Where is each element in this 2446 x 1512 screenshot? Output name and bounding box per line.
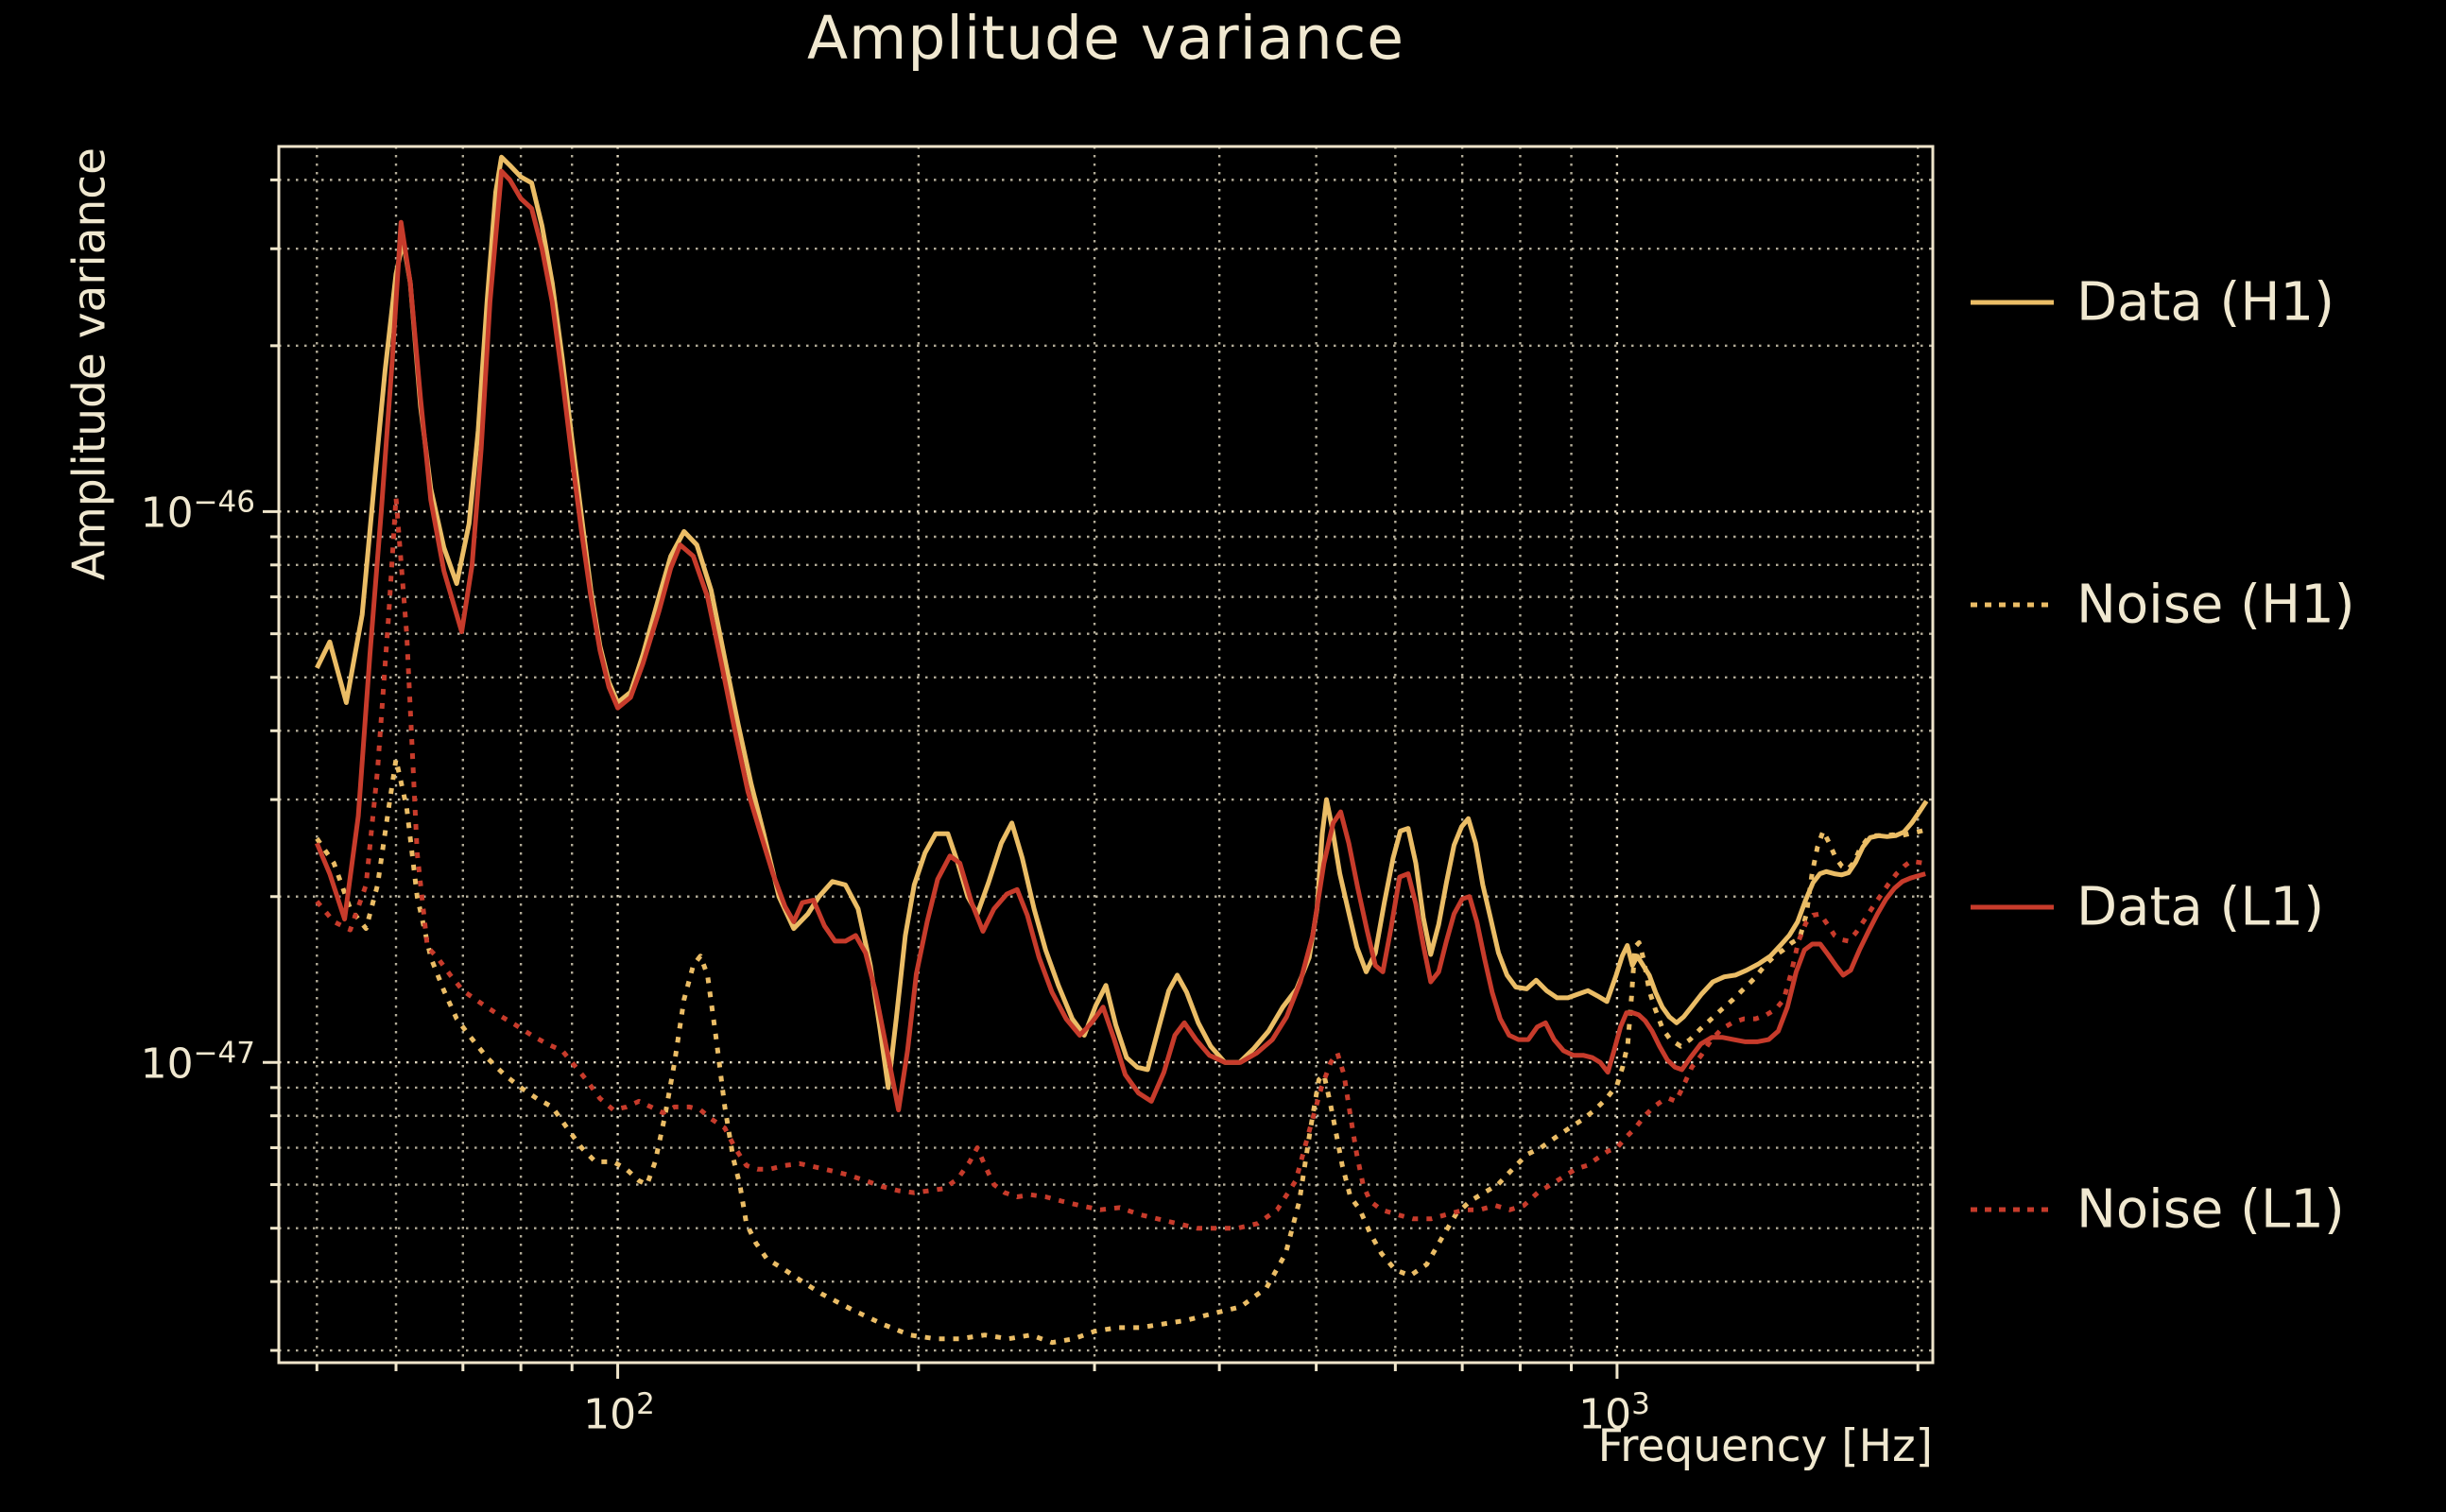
series-noise-h1-: [315, 757, 1925, 1346]
legend-label-noise-l1: Noise (L1): [2076, 1178, 2345, 1241]
y-tick-label-1e-47: 10−47: [140, 1036, 255, 1089]
legend-swatch-data-l1: [1971, 904, 2054, 910]
legend-item-data-h1: Data (H1): [1971, 272, 2334, 334]
series-data-l1-: [314, 168, 1926, 1112]
legend-swatch-data-h1: [1971, 300, 2054, 305]
legend-label-noise-h1: Noise (H1): [2076, 574, 2355, 636]
legend-item-noise-l1: Noise (L1): [1971, 1179, 2345, 1241]
y-tick-label-1e-46: 10−46: [140, 485, 255, 538]
legend-item-data-l1: Data (L1): [1971, 877, 2324, 938]
chart-title: Amplitude variance: [806, 4, 1405, 73]
series-data-h1-: [315, 154, 1929, 1091]
y-axis-label: Amplitude variance: [63, 146, 116, 581]
plot-frame: [277, 145, 1935, 1365]
x-tick-label-1e3: 103: [1578, 1387, 1650, 1439]
x-tick-label-1e2: 102: [583, 1387, 655, 1439]
legend-swatch-noise-l1: [1971, 1207, 2054, 1212]
x-axis-label: Frequency [Hz]: [1597, 1420, 1933, 1472]
legend-swatch-noise-h1: [1971, 602, 2054, 608]
legend-label-data-l1: Data (L1): [2076, 876, 2325, 938]
legend-label-data-h1: Data (H1): [2076, 271, 2334, 334]
legend-item-noise-h1: Noise (H1): [1971, 575, 2355, 636]
series-noise-l1-: [315, 495, 1924, 1231]
